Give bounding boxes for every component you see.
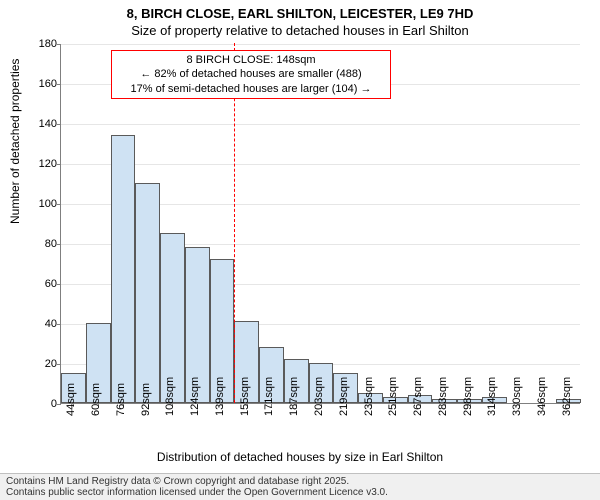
ytick-label: 40 [45,318,57,330]
ytick-label: 140 [39,118,57,130]
y-axis-label: Number of detached properties [8,59,22,224]
ytick-label: 100 [39,198,57,210]
ytick-mark [57,284,61,285]
ytick-label: 80 [45,238,57,250]
ytick-mark [57,84,61,85]
callout-line-3: 17% of semi-detached houses are larger (… [118,82,384,96]
ytick-mark [57,364,61,365]
plot-area: 02040608010012014016018044sqm60sqm76sqm9… [60,44,580,404]
ytick-mark [57,164,61,165]
gridline [61,44,580,45]
ytick-label: 160 [39,78,57,90]
callout-line-2: ← 82% of detached houses are smaller (48… [118,67,384,81]
ytick-mark [57,44,61,45]
ytick-mark [57,244,61,245]
histogram-bar [135,183,160,403]
attribution-footer: Contains HM Land Registry data © Crown c… [0,473,600,500]
ytick-label: 120 [39,158,57,170]
ytick-label: 180 [39,38,57,50]
ytick-mark [57,204,61,205]
ytick-mark [57,124,61,125]
chart-container: 8, BIRCH CLOSE, EARL SHILTON, LEICESTER,… [0,0,600,500]
title-line-1: 8, BIRCH CLOSE, EARL SHILTON, LEICESTER,… [0,6,600,21]
ytick-mark [57,324,61,325]
ytick-label: 60 [45,278,57,290]
callout-line-1: 8 BIRCH CLOSE: 148sqm [118,53,384,67]
footer-line-1: Contains HM Land Registry data © Crown c… [6,476,594,487]
title-block: 8, BIRCH CLOSE, EARL SHILTON, LEICESTER,… [0,6,600,38]
gridline [61,164,580,165]
histogram-bar [111,135,136,403]
footer-line-2: Contains public sector information licen… [6,487,594,498]
title-line-2: Size of property relative to detached ho… [0,23,600,38]
callout-box: 8 BIRCH CLOSE: 148sqm← 82% of detached h… [111,50,391,99]
ytick-label: 0 [51,398,57,410]
ytick-mark [57,404,61,405]
ytick-label: 20 [45,358,57,370]
gridline [61,124,580,125]
x-axis-label: Distribution of detached houses by size … [0,450,600,464]
